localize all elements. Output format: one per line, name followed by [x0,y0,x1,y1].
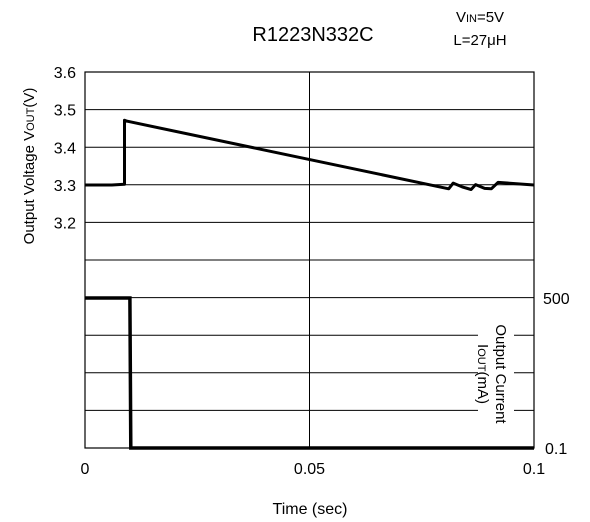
data-marks [85,118,535,450]
y-tick-label: 3.2 [54,216,76,233]
tick-labels: 3.2 3.3 3.4 3.5 3.6 500 0.1 0 0.05 0.1 [54,65,570,478]
y-axis-label-current: Output CurrentIOUT(mA) [474,324,509,424]
x-axis-label: Time (sec) [273,501,348,518]
y-tick-label: 3.3 [54,178,76,195]
y2-tick-label: 0.1 [545,441,567,458]
y-axis-label-voltage: Output Voltage VOUT(V) [21,88,38,245]
chart-title: R1223N332C [252,24,373,46]
current-series-line [85,296,534,450]
x-tick-label: 0.05 [294,461,325,478]
condition-inductance: L=27μH [453,32,506,49]
grid-lines [84,71,535,449]
current-label-backdrop [478,305,514,445]
voltage-series-line [85,118,535,191]
y-tick-label: 3.5 [54,103,76,120]
y-tick-label: 3.6 [54,65,76,82]
x-tick-label: 0 [81,461,90,478]
condition-vin: VIN=5V [456,9,504,26]
y-tick-label: 3.4 [54,140,76,157]
y2-tick-label: 500 [543,291,570,308]
x-tick-label: 0.1 [523,461,545,478]
